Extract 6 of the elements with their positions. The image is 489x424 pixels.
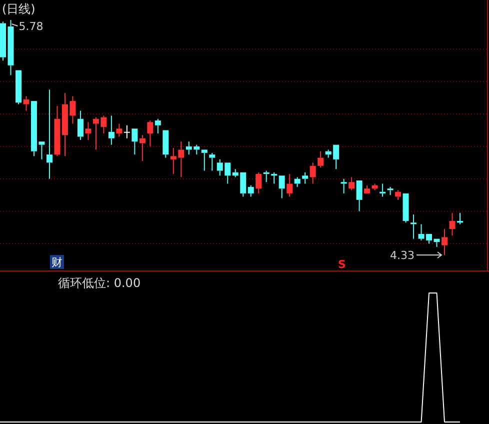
title: 循环低位: 0.00 <box>58 276 141 290</box>
annotation: 4.33 <box>390 249 414 262</box>
annotation: S <box>338 258 346 271</box>
title: (日线) <box>2 2 36 16</box>
annotation: 5.78 <box>18 20 44 33</box>
annotation: 财 <box>52 256 62 269</box>
